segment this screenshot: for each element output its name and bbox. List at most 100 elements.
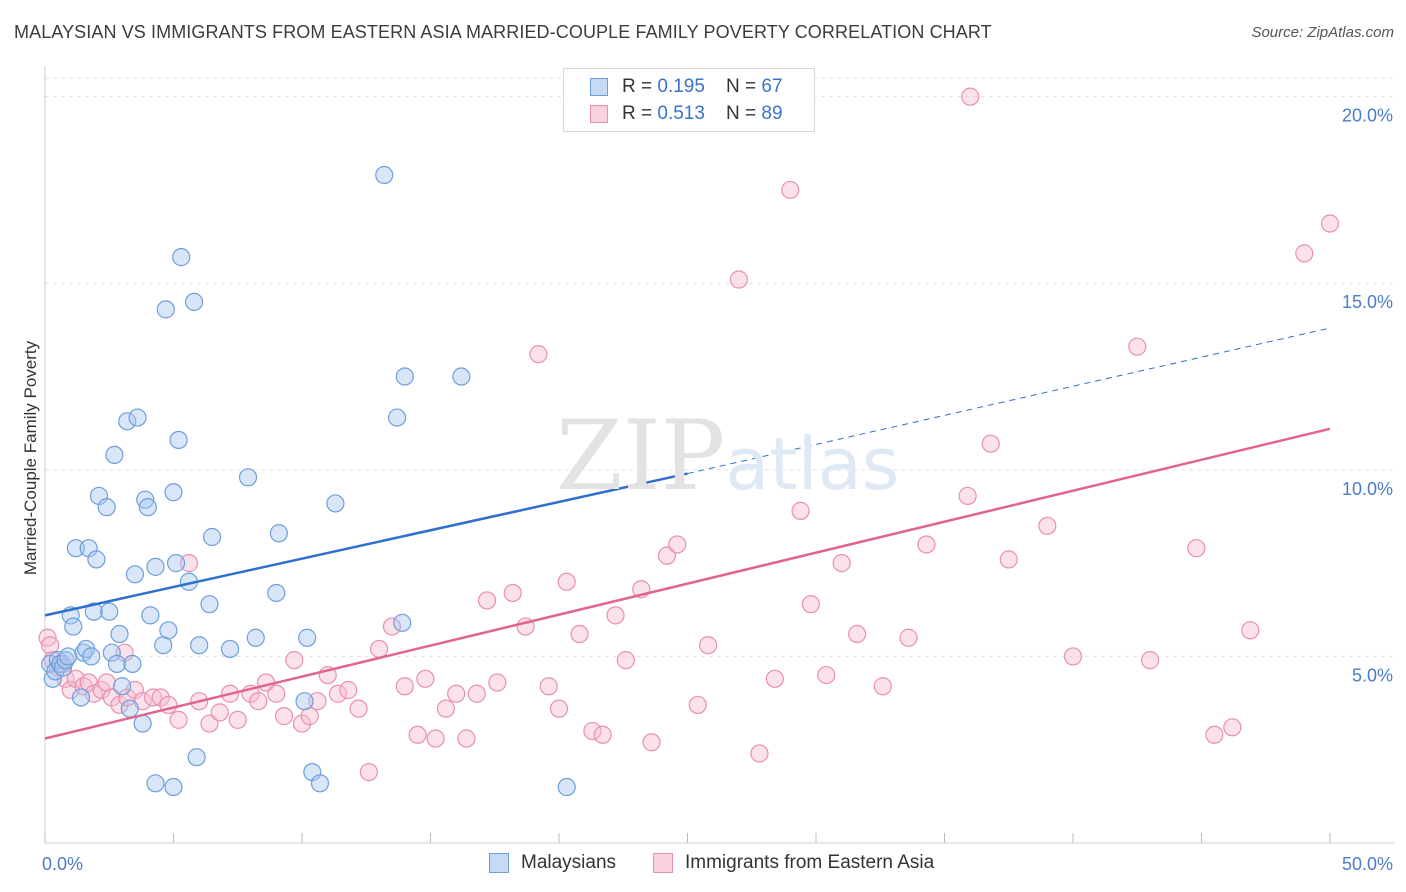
data-point-immigrant bbox=[503, 583, 522, 603]
data-point-immigrant bbox=[382, 617, 402, 636]
data-point-immigrant bbox=[1038, 516, 1057, 535]
data-point-immigrant bbox=[668, 535, 687, 554]
data-point-immigrant bbox=[143, 688, 163, 707]
data-point-malaysian bbox=[102, 643, 121, 662]
data-point-immigrant bbox=[488, 673, 507, 692]
y-tick-label: 10.0% bbox=[1342, 479, 1393, 499]
y-tick-label: 15.0% bbox=[1342, 292, 1393, 312]
data-point-malaysian bbox=[66, 539, 85, 558]
data-point-immigrant bbox=[999, 550, 1018, 569]
data-point-immigrant bbox=[801, 595, 820, 614]
data-point-malaysian bbox=[128, 408, 147, 427]
data-point-malaysian bbox=[64, 617, 83, 636]
swatch-pink bbox=[653, 853, 673, 873]
data-point-malaysian bbox=[393, 613, 412, 632]
data-point-malaysian bbox=[107, 654, 127, 673]
data-point-malaysian bbox=[375, 165, 394, 185]
x-tick-label: 0.0% bbox=[42, 854, 83, 874]
data-point-immigrant bbox=[151, 688, 170, 707]
data-point-immigrant bbox=[359, 762, 378, 782]
data-point-malaysian bbox=[238, 468, 258, 487]
data-point-immigrant bbox=[1140, 651, 1160, 670]
data-point-malaysian bbox=[267, 583, 286, 603]
data-point-immigrant bbox=[817, 665, 836, 685]
data-point-immigrant bbox=[179, 554, 199, 573]
data-point-malaysian bbox=[84, 602, 103, 621]
data-point-immigrant bbox=[228, 710, 247, 729]
data-point-malaysian bbox=[395, 367, 414, 386]
trend-line-immigrants bbox=[44, 427, 1331, 740]
data-point-immigrant bbox=[1295, 244, 1314, 263]
data-point-immigrant bbox=[1205, 725, 1224, 744]
data-point-immigrant bbox=[395, 677, 414, 696]
data-point-malaysian bbox=[105, 445, 124, 465]
r-label: R = bbox=[622, 103, 658, 124]
data-point-immigrant bbox=[549, 699, 569, 718]
data-point-immigrant bbox=[958, 486, 977, 506]
swatch-blue bbox=[590, 78, 608, 96]
n-label: N = bbox=[726, 76, 762, 97]
data-point-malaysian bbox=[82, 647, 101, 666]
data-point-immigrant bbox=[38, 628, 57, 647]
data-point-immigrant bbox=[606, 606, 625, 625]
data-point-immigrant bbox=[249, 692, 268, 711]
data-point-malaysian bbox=[326, 494, 345, 513]
data-point-immigrant bbox=[781, 180, 800, 200]
data-point-immigrant bbox=[981, 434, 1000, 453]
y-tick-label: 5.0% bbox=[1352, 665, 1393, 685]
data-point-malaysian bbox=[112, 677, 132, 696]
n-label: N = bbox=[726, 103, 762, 124]
series-malaysians bbox=[41, 165, 576, 797]
data-point-immigrant bbox=[698, 636, 718, 655]
data-point-immigrant bbox=[41, 636, 60, 655]
data-point-malaysian bbox=[190, 636, 209, 655]
stats-legend: R = 0.195 N = 67 R = 0.513 N = 89 bbox=[563, 68, 815, 132]
data-point-immigrant bbox=[791, 501, 810, 520]
data-point-immigrant bbox=[529, 345, 548, 364]
data-point-immigrant bbox=[1223, 718, 1242, 737]
data-point-malaysian bbox=[87, 550, 106, 569]
data-point-immigrant bbox=[210, 703, 229, 722]
data-point-malaysian bbox=[125, 565, 145, 584]
data-point-immigrant bbox=[110, 695, 129, 715]
data-point-immigrant bbox=[657, 546, 677, 565]
data-point-immigrant bbox=[436, 699, 456, 718]
data-point-malaysian bbox=[100, 602, 119, 621]
data-point-malaysian bbox=[138, 498, 157, 517]
trend-lines bbox=[44, 327, 1331, 740]
data-point-immigrant bbox=[1187, 539, 1206, 558]
chart-title: MALAYSIAN VS IMMIGRANTS FROM EASTERN ASI… bbox=[14, 22, 992, 42]
data-point-immigrant bbox=[570, 624, 589, 644]
data-point-immigrant bbox=[917, 535, 936, 554]
r-value: 0.513 bbox=[657, 103, 705, 124]
data-point-immigrant bbox=[102, 688, 121, 707]
data-point-immigrant bbox=[688, 695, 707, 715]
trend-line-malaysians bbox=[44, 472, 688, 617]
swatch-pink bbox=[590, 105, 608, 123]
data-point-malaysian bbox=[184, 292, 204, 312]
data-point-immigrant bbox=[292, 714, 312, 733]
data-point-malaysian bbox=[187, 748, 206, 767]
data-point-immigrant bbox=[118, 688, 137, 707]
data-point-immigrant bbox=[349, 699, 368, 718]
data-point-malaysian bbox=[110, 624, 129, 644]
data-point-immigrant bbox=[593, 725, 612, 744]
axes bbox=[44, 66, 1395, 844]
data-point-immigrant bbox=[832, 554, 851, 573]
data-point-malaysian bbox=[141, 606, 160, 625]
legend-label: Immigrants from Eastern Asia bbox=[685, 852, 935, 873]
data-point-malaysian bbox=[166, 554, 186, 573]
data-point-immigrant bbox=[848, 624, 867, 644]
data-point-malaysian bbox=[59, 647, 78, 666]
y-tick-label: 20.0% bbox=[1342, 106, 1393, 126]
data-point-immigrant bbox=[1128, 337, 1147, 356]
data-point-immigrant bbox=[457, 729, 476, 748]
legend-label: Malaysians bbox=[521, 852, 617, 873]
y-axis-label: Married-Couple Family Poverty bbox=[21, 340, 40, 575]
data-point-immigrant bbox=[729, 270, 749, 289]
data-point-malaysian bbox=[295, 692, 314, 711]
n-value: 89 bbox=[761, 103, 783, 124]
source-link[interactable]: Source: ZipAtlas.com bbox=[1251, 24, 1394, 41]
data-point-immigrant bbox=[1063, 647, 1083, 666]
